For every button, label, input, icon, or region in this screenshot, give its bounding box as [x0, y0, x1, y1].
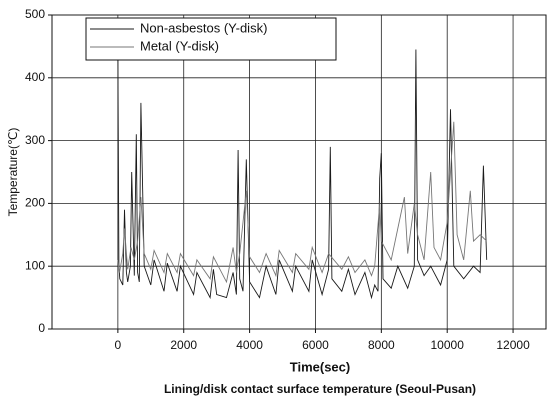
legend-box: [85, 17, 337, 61]
x-tick-label: 4000: [236, 338, 263, 352]
series-line: [117, 49, 488, 300]
y-tick-label: 0: [38, 321, 45, 335]
y-tick-label: 500: [25, 7, 45, 21]
x-tick-label: 6000: [302, 338, 329, 352]
y-axis-label: Temperature(℃): [6, 128, 20, 217]
plot-frame: [51, 14, 547, 330]
y-tick-label: 300: [25, 133, 45, 147]
x-tick-label: 12000: [496, 338, 530, 352]
x-tick-label: 10000: [431, 338, 465, 352]
x-tick-label: 2000: [170, 338, 197, 352]
y-tick-label: 400: [25, 70, 45, 84]
legend-label: Metal (Y-disk): [140, 38, 219, 53]
x-axis-label: Time(sec): [290, 359, 350, 374]
series-line: [117, 121, 488, 284]
chart-title: Lining/disk contact surface temperature …: [164, 382, 476, 396]
y-tick-label: 200: [25, 196, 45, 210]
x-tick-label: 8000: [368, 338, 395, 352]
legend-label: Non-asbestos (Y-disk): [140, 20, 267, 35]
x-tick-label: 0: [115, 338, 122, 352]
y-tick-label: 100: [25, 258, 45, 272]
